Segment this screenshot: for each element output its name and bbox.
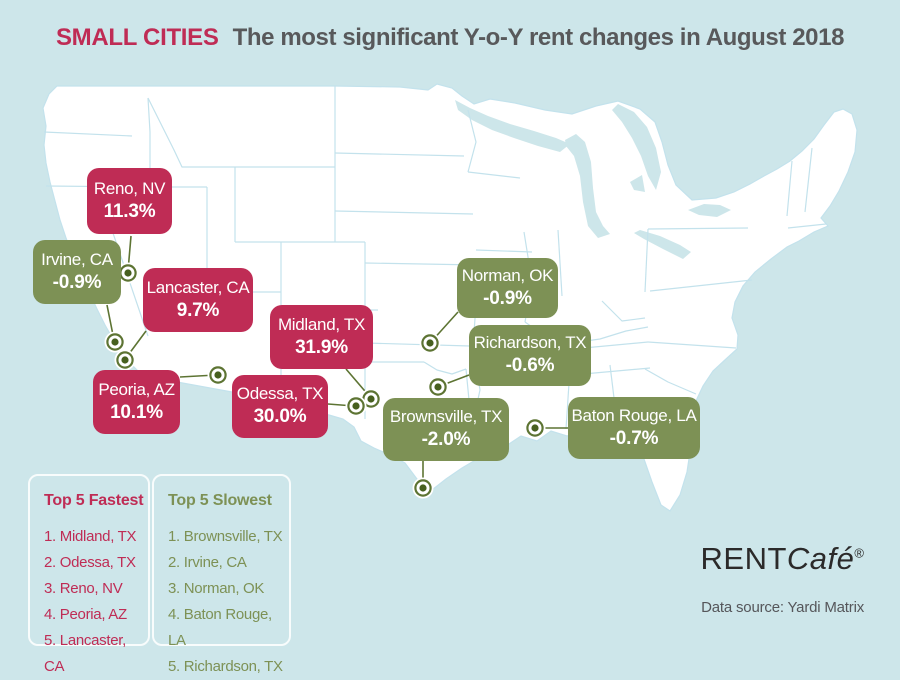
logo-cafe: Café [786, 541, 855, 576]
marker-peoria [207, 364, 229, 386]
city-name: Peoria, AZ [98, 379, 175, 399]
page-title: SMALL CITIES The most significant Y-o-Y … [0, 24, 900, 52]
city-name: Irvine, CA [41, 249, 113, 269]
list-item: 5. Lancaster, CA [44, 632, 126, 675]
city-value: -0.6% [505, 355, 555, 377]
city-value: 11.3% [103, 200, 156, 222]
list-item: 5. Richardson, TX [168, 658, 283, 675]
great-lakes [455, 100, 731, 259]
top5-fastest-heading: Top 5 Fastest [44, 492, 144, 509]
label-brownsville: Brownsville, TX -2.0% [383, 398, 509, 461]
data-source: Data source: Yardi Matrix [701, 599, 864, 616]
top5-slowest-panel: Top 5 Slowest 1. Brownsville, TX 2. Irvi… [152, 474, 291, 675]
list-item: 3. Norman, OK [168, 580, 265, 597]
registered-mark: ® [854, 545, 864, 561]
label-irvine: Irvine, CA -0.9% [33, 240, 121, 304]
title-text: The most significant Y-o-Y rent changes … [232, 24, 845, 51]
infographic-small-cities-rent-changes: { "title": { "highlight": "SMALL CITIES"… [0, 24, 900, 675]
list-item: 4. Peoria, AZ [44, 606, 127, 623]
city-value: 31.9% [295, 336, 348, 358]
top5-slowest-heading: Top 5 Slowest [168, 492, 272, 509]
city-value: -0.9% [52, 271, 102, 293]
city-value: -0.9% [483, 287, 532, 309]
logo-rent: RENT [700, 541, 787, 576]
city-value: 30.0% [253, 406, 307, 428]
marker-norman [419, 332, 441, 354]
marker-brownsville [412, 477, 434, 499]
city-name: Richardson, TX [473, 333, 587, 353]
title-highlight: SMALL CITIES [55, 24, 219, 51]
marker-richardson [427, 376, 449, 398]
marker-odessa [345, 395, 367, 417]
city-name: Reno, NV [93, 178, 166, 198]
label-peoria: Peoria, AZ 10.1% [93, 370, 180, 434]
list-item: 2. Odessa, TX [44, 554, 136, 571]
city-name: Baton Rouge, LA [571, 405, 697, 425]
city-value: -0.7% [609, 427, 659, 449]
marker-baton-rouge [524, 417, 546, 439]
city-markers [104, 262, 546, 499]
city-name: Midland, TX [277, 314, 366, 334]
list-item: 2. Irvine, CA [168, 554, 247, 571]
label-lancaster: Lancaster, CA 9.7% [143, 268, 253, 332]
city-value: 9.7% [176, 299, 220, 321]
city-name: Lancaster, CA [146, 277, 250, 297]
city-name: Brownsville, TX [389, 407, 503, 427]
label-baton-rouge: Baton Rouge, LA -0.7% [568, 397, 700, 459]
label-midland: Midland, TX 31.9% [270, 305, 373, 369]
city-value: -2.0% [421, 429, 471, 451]
marker-irvine [104, 331, 126, 353]
label-richardson: Richardson, TX -0.6% [469, 325, 591, 386]
top5-fastest-panel: Top 5 Fastest 1. Midland, TX 2. Odessa, … [28, 474, 150, 675]
label-odessa: Odessa, TX 30.0% [232, 375, 328, 438]
label-reno: Reno, NV 11.3% [87, 168, 172, 234]
list-item: 3. Reno, NV [44, 580, 123, 597]
rentcafe-logo: RENTCafé® [701, 541, 864, 577]
city-name: Norman, OK [461, 265, 554, 285]
list-item: 4. Baton Rouge, LA [168, 606, 272, 649]
list-item: 1. Brownsville, TX [168, 528, 283, 545]
city-value: 10.1% [110, 401, 163, 423]
label-norman: Norman, OK -0.9% [457, 258, 558, 318]
marker-lancaster [114, 349, 136, 371]
city-name: Odessa, TX [236, 384, 324, 404]
list-item: 1. Midland, TX [44, 528, 137, 545]
